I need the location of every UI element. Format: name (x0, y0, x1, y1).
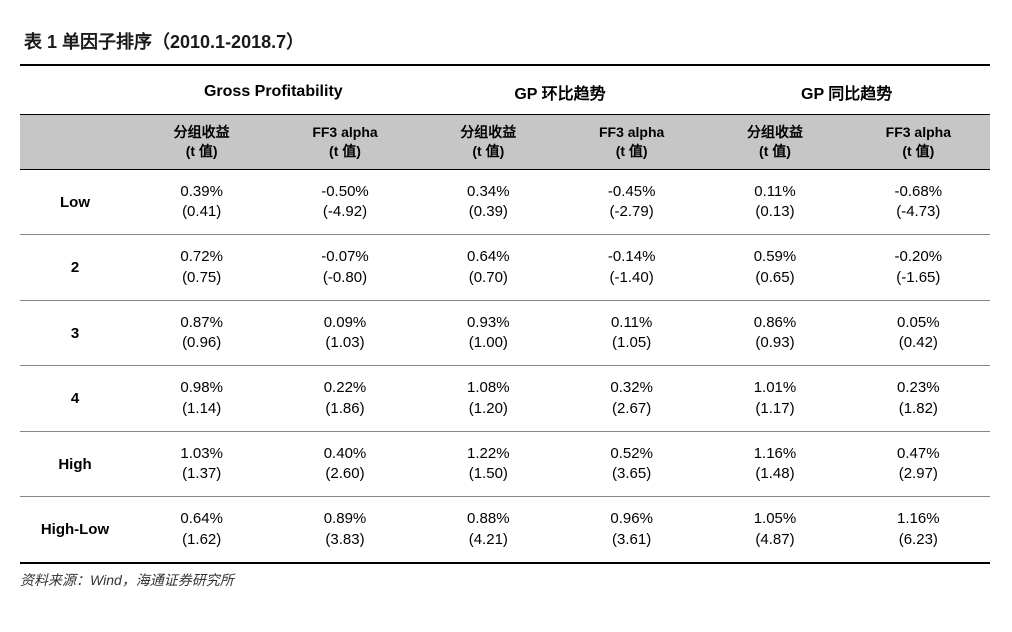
data-cell: 1.16%(6.23) (847, 497, 990, 563)
data-cell: 1.22%(1.50) (417, 431, 560, 497)
data-cell: 0.40%(2.60) (273, 431, 416, 497)
data-cell: 0.22%(1.86) (273, 366, 416, 432)
table-row: 20.72%(0.75)-0.07%(-0.80)0.64%(0.70)-0.1… (20, 235, 990, 301)
data-cell: 0.23%(1.82) (847, 366, 990, 432)
sub-header-2b: FF3 alpha(t 值) (560, 115, 703, 170)
data-cell: -0.14%(-1.40) (560, 235, 703, 301)
data-cell: -0.45%(-2.79) (560, 169, 703, 235)
data-cell: 0.47%(2.97) (847, 431, 990, 497)
group-header-1: Gross Profitability (130, 66, 417, 115)
group-header-row: Gross Profitability GP 环比趋势 GP 同比趋势 (20, 66, 990, 115)
row-label: 4 (20, 366, 130, 432)
data-cell: 0.96%(3.61) (560, 497, 703, 563)
data-cell: 1.16%(1.48) (703, 431, 846, 497)
table-row: 30.87%(0.96)0.09%(1.03)0.93%(1.00)0.11%(… (20, 300, 990, 366)
data-cell: 1.01%(1.17) (703, 366, 846, 432)
sub-header-row: 分组收益(t 值) FF3 alpha(t 值) 分组收益(t 值) FF3 a… (20, 115, 990, 170)
data-cell: 0.59%(0.65) (703, 235, 846, 301)
group-header-2: GP 环比趋势 (417, 66, 704, 115)
row-label: 2 (20, 235, 130, 301)
data-cell: 0.05%(0.42) (847, 300, 990, 366)
data-cell: 1.08%(1.20) (417, 366, 560, 432)
data-cell: 0.09%(1.03) (273, 300, 416, 366)
data-cell: 0.52%(3.65) (560, 431, 703, 497)
row-label: High-Low (20, 497, 130, 563)
data-cell: 0.11%(1.05) (560, 300, 703, 366)
data-cell: -0.07%(-0.80) (273, 235, 416, 301)
table-row: High-Low0.64%(1.62)0.89%(3.83)0.88%(4.21… (20, 497, 990, 563)
factor-table: 表 1 单因子排序（2010.1-2018.7） Gross Profitabi… (20, 20, 990, 590)
table-source: 资料来源：Wind，海通证券研究所 (20, 564, 990, 590)
sub-header-3b: FF3 alpha(t 值) (847, 115, 990, 170)
row-label: High (20, 431, 130, 497)
row-label: 3 (20, 300, 130, 366)
group-header-3: GP 同比趋势 (703, 66, 990, 115)
row-label: Low (20, 169, 130, 235)
data-table: Gross Profitability GP 环比趋势 GP 同比趋势 分组收益… (20, 66, 990, 564)
data-cell: 0.93%(1.00) (417, 300, 560, 366)
data-cell: -0.20%(-1.65) (847, 235, 990, 301)
sub-header-blank (20, 115, 130, 170)
data-cell: 0.89%(3.83) (273, 497, 416, 563)
data-cell: 0.86%(0.93) (703, 300, 846, 366)
data-cell: 0.98%(1.14) (130, 366, 273, 432)
table-title: 表 1 单因子排序（2010.1-2018.7） (20, 20, 990, 66)
data-cell: 0.88%(4.21) (417, 497, 560, 563)
sub-header-1b: FF3 alpha(t 值) (273, 115, 416, 170)
table-row: 40.98%(1.14)0.22%(1.86)1.08%(1.20)0.32%(… (20, 366, 990, 432)
data-cell: 0.64%(1.62) (130, 497, 273, 563)
data-cell: 0.87%(0.96) (130, 300, 273, 366)
data-cell: 0.34%(0.39) (417, 169, 560, 235)
data-cell: 0.39%(0.41) (130, 169, 273, 235)
data-cell: 1.05%(4.87) (703, 497, 846, 563)
data-cell: 0.64%(0.70) (417, 235, 560, 301)
data-cell: 0.32%(2.67) (560, 366, 703, 432)
table-row: High1.03%(1.37)0.40%(2.60)1.22%(1.50)0.5… (20, 431, 990, 497)
sub-header-2a: 分组收益(t 值) (417, 115, 560, 170)
data-cell: -0.50%(-4.92) (273, 169, 416, 235)
table-row: Low0.39%(0.41)-0.50%(-4.92)0.34%(0.39)-0… (20, 169, 990, 235)
sub-header-1a: 分组收益(t 值) (130, 115, 273, 170)
sub-header-3a: 分组收益(t 值) (703, 115, 846, 170)
data-cell: 0.11%(0.13) (703, 169, 846, 235)
data-cell: 1.03%(1.37) (130, 431, 273, 497)
data-cell: -0.68%(-4.73) (847, 169, 990, 235)
data-cell: 0.72%(0.75) (130, 235, 273, 301)
